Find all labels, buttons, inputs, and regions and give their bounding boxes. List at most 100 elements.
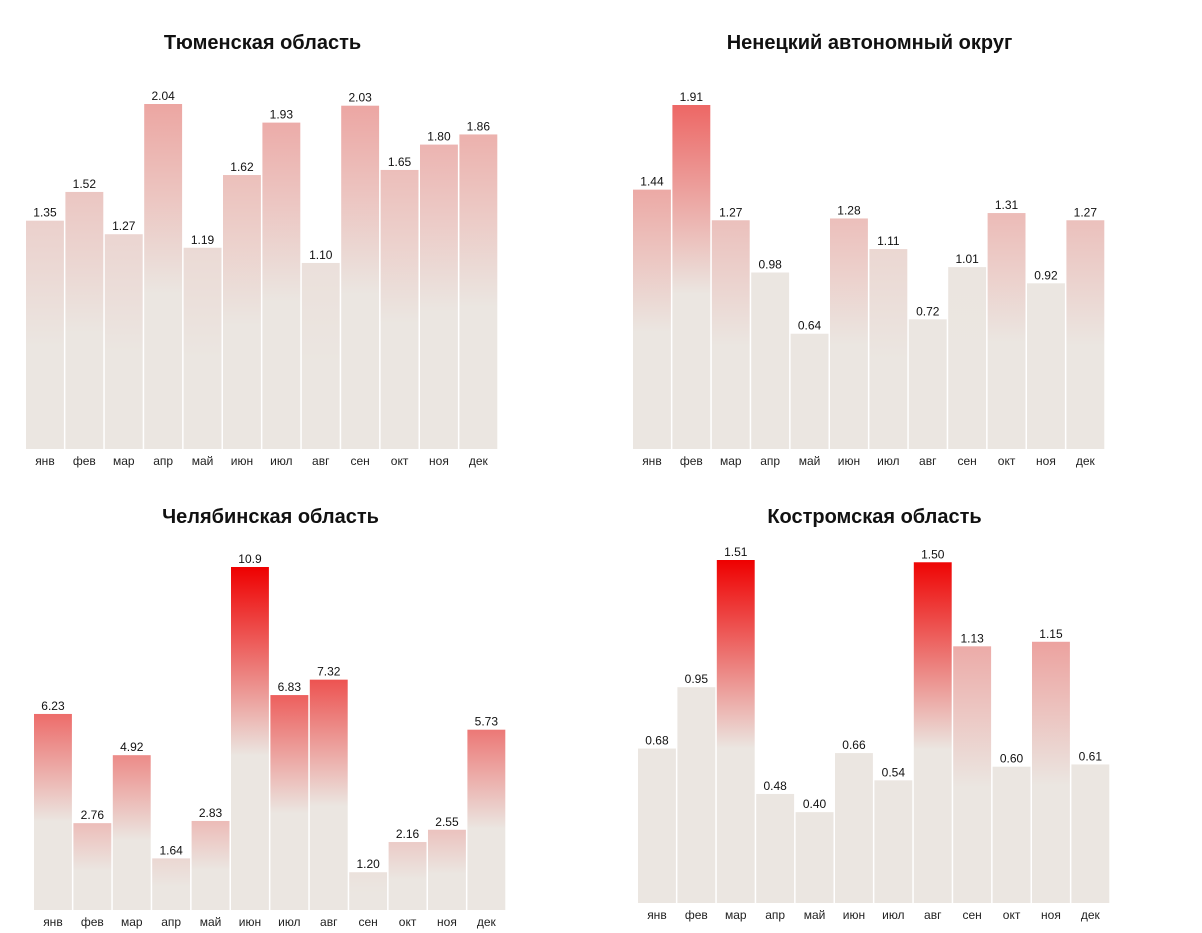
chart-title: Тюменская область: [163, 32, 362, 54]
bar-янв: [633, 189, 671, 449]
x-tick-label: янв: [642, 454, 662, 468]
x-tick-label: ноя: [1041, 908, 1061, 922]
bar-value-label: 0.60: [1000, 752, 1024, 766]
bar-value-label: 1.28: [837, 203, 861, 217]
bar-сен: [341, 105, 380, 450]
bar-июн: [830, 218, 868, 449]
x-tick-label: сен: [962, 908, 981, 922]
bar-дек: [459, 134, 498, 450]
bar-value-label: 0.68: [645, 734, 669, 748]
bar-value-label: 2.16: [396, 827, 420, 841]
bar-value-label: 0.92: [1034, 268, 1058, 282]
bar-мар: [112, 755, 151, 910]
x-tick-label: сен: [350, 454, 369, 468]
x-tick-label: окт: [1003, 908, 1021, 922]
bar-фев: [73, 823, 112, 910]
x-tick-label: окт: [399, 915, 417, 929]
bar-май: [191, 820, 230, 910]
chart-panel-chelyabinsk: Челябинская область 6.23 янв 2.76 фев 4.92 ма…: [28, 502, 513, 932]
x-tick-label: авг: [312, 454, 330, 468]
x-tick-label: апр: [760, 454, 780, 468]
x-tick-label: авг: [924, 908, 942, 922]
bar-мар: [716, 560, 755, 903]
x-tick-label: июн: [843, 908, 865, 922]
x-tick-label: май: [804, 908, 826, 922]
bar-value-label: 1.01: [955, 252, 979, 266]
bar-value-label: 0.72: [916, 304, 940, 318]
bar-value-label: 1.93: [270, 108, 294, 122]
x-tick-label: апр: [153, 454, 173, 468]
bar-апр: [144, 104, 183, 449]
x-tick-label: мар: [121, 915, 143, 929]
chart-title: Челябинская область: [162, 506, 379, 528]
bar-ноя: [1027, 283, 1065, 449]
bar-сен: [953, 646, 992, 903]
bar-value-label: 1.15: [1039, 627, 1063, 641]
bar-фев: [65, 191, 104, 450]
x-tick-label: дек: [1076, 454, 1096, 468]
bar-value-label: 0.66: [842, 738, 866, 752]
bar-дек: [1071, 764, 1110, 903]
x-tick-label: июн: [838, 454, 860, 468]
x-tick-label: ноя: [429, 454, 449, 468]
bar-окт: [380, 169, 419, 450]
bar-фев: [672, 105, 711, 449]
chart-panel-nenets: Ненецкий автономный округ 1.44 янв 1.91 фев…: [627, 28, 1112, 468]
x-tick-label: сен: [358, 915, 377, 929]
bar-фев: [677, 687, 716, 903]
bar-дек: [467, 729, 506, 910]
bar-май: [790, 333, 829, 449]
x-tick-label: авг: [320, 915, 338, 929]
bar-value-label: 1.64: [159, 843, 183, 857]
bar-value-label: 1.62: [230, 160, 254, 174]
bar-окт: [388, 842, 427, 910]
bar-июн: [231, 567, 269, 910]
x-tick-label: янв: [35, 454, 55, 468]
x-tick-label: сен: [957, 454, 976, 468]
bar-value-label: 4.92: [120, 740, 144, 754]
bar-value-label: 1.91: [680, 90, 704, 104]
bar-value-label: 6.83: [278, 680, 302, 694]
x-tick-label: май: [200, 915, 222, 929]
x-tick-label: фев: [685, 908, 708, 922]
bar-авг: [913, 562, 952, 903]
bar-value-label: 1.27: [1074, 205, 1098, 219]
bar-value-label: 1.20: [356, 857, 380, 871]
bar-апр: [152, 858, 191, 910]
x-tick-label: ноя: [1036, 454, 1056, 468]
x-tick-label: июл: [877, 454, 899, 468]
bar-value-label: 1.11: [877, 234, 900, 248]
x-tick-label: дек: [1081, 908, 1101, 922]
x-tick-label: ноя: [437, 915, 457, 929]
bar-value-label: 2.04: [151, 89, 175, 103]
x-tick-label: мар: [113, 454, 135, 468]
bar-июл: [262, 122, 301, 450]
x-tick-label: окт: [998, 454, 1016, 468]
x-tick-label: окт: [391, 454, 409, 468]
bar-сен: [349, 872, 388, 910]
x-tick-label: май: [799, 454, 821, 468]
bar-ноя: [420, 144, 458, 449]
bar-value-label: 1.86: [467, 119, 491, 133]
x-tick-label: фев: [680, 454, 703, 468]
x-tick-label: мар: [725, 908, 747, 922]
bar-value-label: 1.10: [309, 248, 333, 262]
x-tick-label: фев: [81, 915, 104, 929]
bar-июл: [869, 249, 908, 449]
x-tick-label: янв: [647, 908, 667, 922]
bar-value-label: 5.73: [475, 715, 499, 729]
x-tick-label: дек: [477, 915, 497, 929]
chart-title: Ненецкий автономный округ: [726, 32, 1013, 54]
bar-value-label: 7.32: [317, 665, 341, 679]
x-tick-label: апр: [765, 908, 785, 922]
bar-value-label: 0.40: [803, 797, 827, 811]
bar-value-label: 2.55: [435, 815, 459, 829]
bar-июл: [270, 695, 309, 910]
bar-value-label: 0.61: [1079, 749, 1103, 763]
bar-value-label: 1.19: [191, 233, 215, 247]
bar-value-label: 2.03: [348, 91, 372, 105]
bar-май: [183, 247, 222, 449]
bar-июн: [835, 753, 873, 903]
bar-value-label: 0.48: [763, 779, 787, 793]
bar-value-label: 1.13: [960, 631, 984, 645]
